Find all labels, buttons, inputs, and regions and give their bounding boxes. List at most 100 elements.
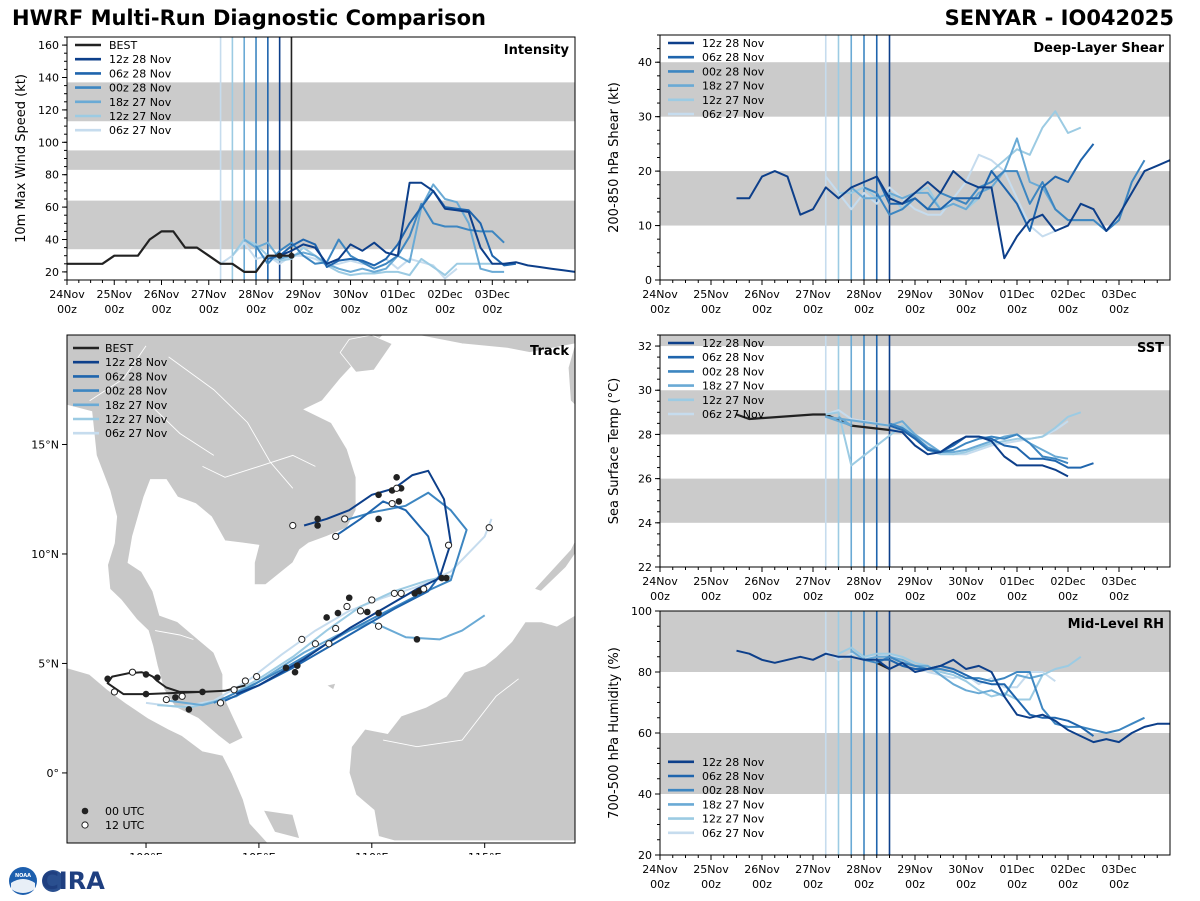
track-marker-12utc — [311, 640, 319, 648]
intensity-xtick-label: 03Dec — [475, 288, 510, 301]
rh-ytick-label: 40 — [638, 788, 652, 801]
track-legend-label: BEST — [105, 342, 133, 355]
track-xtick-label: 100°E — [129, 851, 162, 855]
shear-xtick-label: 28Nov — [846, 288, 882, 301]
sst-xtick-sublabel: 00z — [803, 590, 823, 603]
track-marker-00utc — [185, 706, 193, 713]
track-marker-00utc — [395, 498, 403, 505]
track-legend-label: 18z 27 Nov — [105, 399, 168, 412]
intensity-current-marker — [288, 252, 295, 259]
rh-xtick-label: 24Nov — [642, 863, 678, 876]
intensity-xtick-sublabel: 00z — [246, 303, 266, 316]
rh-legend-label: 06z 27 Nov — [702, 827, 765, 840]
sst-xtick-sublabel: 00z — [956, 590, 976, 603]
shear-xtick-sublabel: 00z — [1007, 303, 1027, 316]
shear-xtick-sublabel: 00z — [854, 303, 874, 316]
sst-xtick-sublabel: 00z — [854, 590, 874, 603]
track-marker-12utc — [343, 602, 351, 611]
rh-legend-label: 00z 28 Nov — [702, 784, 765, 797]
rh-xtick-label: 26Nov — [744, 863, 780, 876]
intensity-legend-label: 06z 28 Nov — [109, 67, 172, 80]
sst-title: SST — [1137, 341, 1164, 356]
sst-ytick-label: 32 — [638, 340, 652, 353]
track-marker-12utc — [162, 695, 170, 704]
shear-xtick-label: 02Dec — [1050, 288, 1085, 301]
sst-xtick-sublabel: 00z — [1058, 590, 1078, 603]
track-plot-area — [67, 335, 575, 843]
rh-xtick-sublabel: 00z — [854, 878, 874, 891]
sst-legend-label: 12z 28 Nov — [702, 337, 765, 350]
sst-xtick-label: 28Nov — [846, 575, 882, 588]
shear-ytick-label: 0 — [645, 274, 652, 287]
sst-xtick-sublabel: 00z — [752, 590, 772, 603]
intensity-legend-label: 18z 27 Nov — [109, 96, 172, 109]
sst-series-line — [889, 422, 1069, 465]
track-marker-12utc — [444, 541, 453, 549]
track-marker-00utc — [314, 522, 321, 529]
shear-ylabel: 200-850 hPa Shear (kt) — [607, 82, 622, 233]
rh-ytick-label: 20 — [638, 849, 652, 862]
land-polygon — [67, 335, 575, 745]
shear-legend-label: 06z 27 Nov — [702, 108, 765, 121]
intensity-xtick-label: 28Nov — [238, 288, 274, 301]
intensity-xtick-label: 01Dec — [380, 288, 415, 301]
shear-xtick-label: 24Nov — [642, 288, 678, 301]
intensity-chart: 20 40 60 80 100 120 140 160 24Nov 00z 25Nov 00z 26No… — [14, 36, 576, 316]
shear-ytick-label: 10 — [638, 220, 652, 233]
rh-xtick-label: 29Nov — [897, 863, 933, 876]
intensity-legend-label: BEST — [109, 39, 137, 52]
intensity-xtick-label: 26Nov — [144, 288, 180, 301]
sst-xtick-label: 02Dec — [1050, 575, 1085, 588]
track-legend-marker-label: 12 UTC — [105, 819, 145, 832]
shear-legend-label: 12z 27 Nov — [702, 94, 765, 107]
track-marker-00utc — [104, 675, 111, 683]
sst-xtick-sublabel: 00z — [1007, 590, 1027, 603]
sst-series-line — [889, 424, 1094, 469]
track-line — [224, 500, 441, 702]
shear-xtick-sublabel: 00z — [752, 303, 772, 316]
sst-xtick-label: 30Nov — [948, 575, 984, 588]
rh-title: Mid-Level RH — [1068, 617, 1164, 632]
track-marker-12utc — [393, 484, 401, 492]
intensity-band — [67, 82, 575, 122]
track-xtick-label: 115°E — [468, 851, 501, 855]
rh-chart: 20 40 60 80 100 24Nov 00z 25Nov 00z 26Nov 00z 27Nov… — [607, 605, 1171, 891]
intensity-current-marker — [276, 252, 283, 259]
sst-ylabel: Sea Surface Temp (°C) — [607, 378, 622, 525]
rh-xtick-sublabel: 00z — [905, 878, 925, 891]
sst-xtick-sublabel: 00z — [905, 590, 925, 603]
intensity-xtick-sublabel: 00z — [57, 303, 77, 316]
rh-legend-label: 06z 28 Nov — [702, 770, 765, 783]
shear-xtick-label: 03Dec — [1101, 288, 1136, 301]
intensity-xtick-sublabel: 00z — [341, 303, 361, 316]
sst-xtick-label: 25Nov — [693, 575, 729, 588]
rh-xtick-sublabel: 00z — [1109, 878, 1129, 891]
rh-xtick-sublabel: 00z — [1007, 878, 1027, 891]
sst-band — [660, 390, 1170, 435]
shear-xtick-sublabel: 00z — [701, 303, 721, 316]
sst-legend-label: 18z 27 Nov — [702, 380, 765, 393]
track-marker-12utc — [216, 699, 225, 707]
intensity-legend-label: 12z 28 Nov — [109, 53, 172, 66]
shear-xtick-label: 29Nov — [897, 288, 933, 301]
rh-ylabel: 700-500 hPa Humidity (%) — [607, 647, 622, 819]
track-marker-12utc — [388, 500, 396, 508]
track-legend-label: 06z 27 Nov — [105, 427, 168, 440]
track-marker-12utc — [390, 589, 398, 597]
intensity-title: Intensity — [504, 43, 570, 58]
rh-xtick-label: 01Dec — [999, 863, 1034, 876]
intensity-xtick-label: 30Nov — [333, 288, 369, 301]
track-marker-12utc — [397, 589, 405, 597]
track-legend-label: 12z 28 Nov — [105, 356, 168, 369]
track-title: Track — [530, 344, 569, 359]
track-line — [145, 518, 493, 709]
rh-xtick-sublabel: 00z — [701, 878, 721, 891]
intensity-legend-label: 12z 27 Nov — [109, 110, 172, 123]
rh-xtick-label: 27Nov — [795, 863, 831, 876]
track-marker-00utc — [282, 664, 290, 672]
track-marker-12utc — [420, 585, 428, 593]
track-legend-marker-12 — [81, 821, 89, 829]
track-marker-00utc — [393, 474, 400, 481]
track-marker-12utc — [289, 521, 297, 530]
sst-band — [660, 478, 1170, 523]
